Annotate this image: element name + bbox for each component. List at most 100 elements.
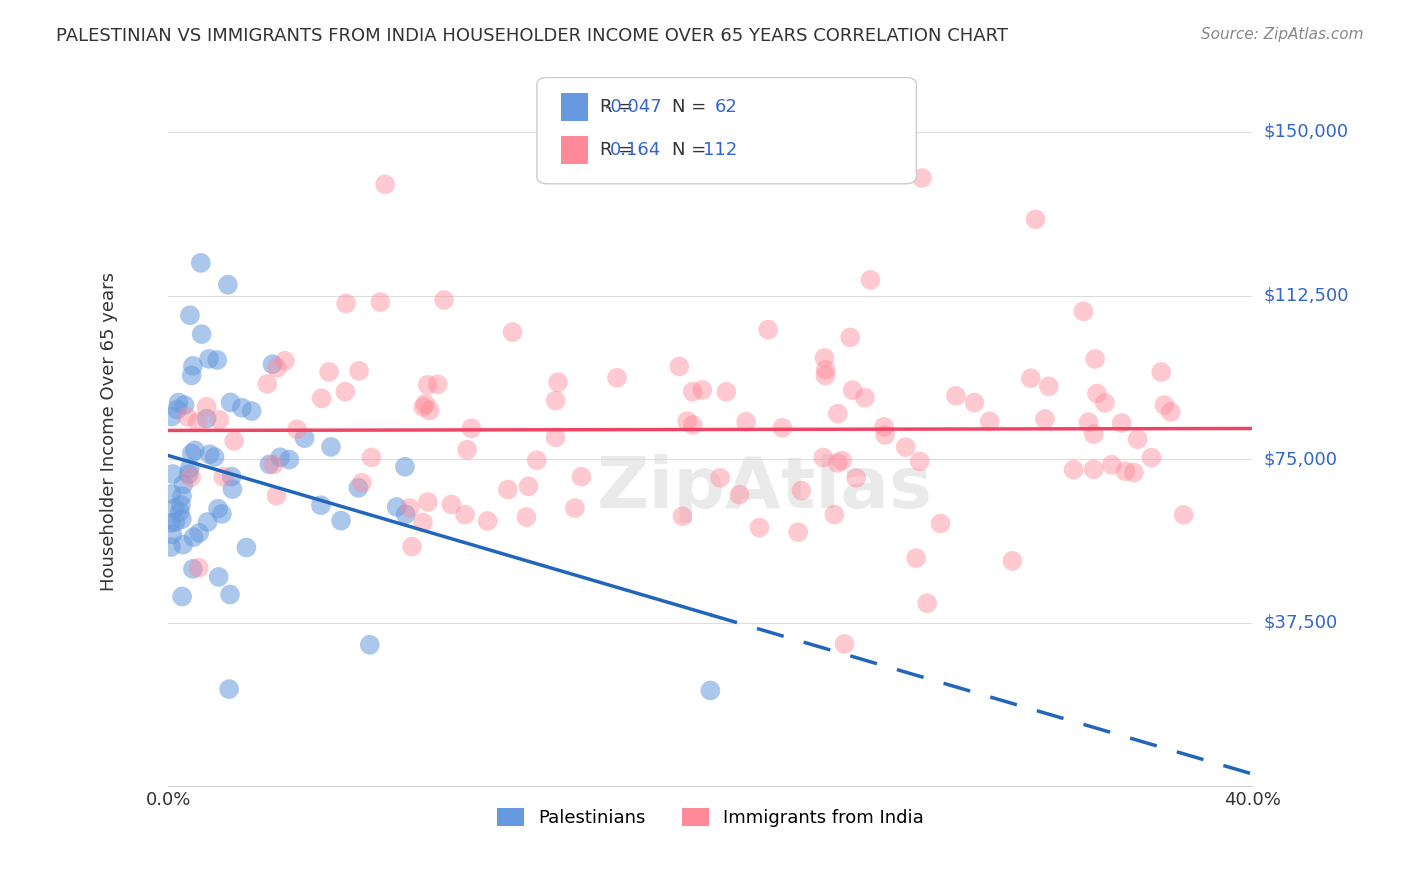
Immigrants from India [419, 403, 441, 417]
Immigrants from India [274, 353, 297, 368]
Immigrants from India [827, 407, 849, 421]
Palestinians [160, 487, 183, 501]
Palestinians [165, 515, 187, 529]
Immigrants from India [1126, 432, 1149, 446]
Palestinians [309, 498, 332, 512]
Palestinians [163, 501, 186, 516]
Immigrants from India [195, 400, 218, 414]
Palestinians [179, 461, 201, 475]
Palestinians [160, 516, 183, 530]
Immigrants from India [187, 560, 209, 574]
Text: $150,000: $150,000 [1263, 123, 1348, 141]
Palestinians [170, 489, 193, 503]
Palestinians [262, 357, 284, 371]
Palestinians [395, 508, 418, 522]
Immigrants from India [564, 501, 586, 516]
Palestinians [180, 446, 202, 460]
Palestinians [217, 277, 239, 292]
Palestinians [347, 481, 370, 495]
Palestinians [197, 515, 219, 529]
Immigrants from India [456, 442, 478, 457]
Immigrants from India [426, 377, 449, 392]
Immigrants from India [515, 510, 537, 524]
Immigrants from India [814, 363, 837, 377]
Immigrants from India [716, 384, 738, 399]
Palestinians [183, 530, 205, 544]
Palestinians [259, 458, 281, 472]
Immigrants from India [845, 471, 868, 485]
Palestinians [170, 498, 193, 512]
Immigrants from India [477, 514, 499, 528]
Immigrants from India [839, 330, 862, 344]
Immigrants from India [814, 368, 837, 383]
Text: 112: 112 [703, 141, 738, 159]
Palestinians [198, 447, 221, 461]
Immigrants from India [1001, 554, 1024, 568]
Immigrants from India [318, 365, 340, 379]
Immigrants from India [180, 470, 202, 484]
Text: PALESTINIAN VS IMMIGRANTS FROM INDIA HOUSEHOLDER INCOME OVER 65 YEARS CORRELATIO: PALESTINIAN VS IMMIGRANTS FROM INDIA HOU… [56, 27, 1008, 45]
Text: $112,500: $112,500 [1263, 286, 1348, 304]
Palestinians [169, 505, 191, 519]
Palestinians [162, 467, 184, 481]
Immigrants from India [841, 383, 863, 397]
Text: N =: N = [672, 141, 707, 159]
Palestinians [205, 353, 228, 368]
Palestinians [211, 507, 233, 521]
Immigrants from India [176, 409, 198, 424]
Immigrants from India [256, 376, 278, 391]
Immigrants from India [692, 383, 714, 397]
Immigrants from India [1085, 386, 1108, 401]
Palestinians [167, 395, 190, 409]
Immigrants from India [1150, 365, 1173, 379]
Text: R =: R = [600, 98, 633, 116]
Legend: Palestinians, Immigrants from India: Palestinians, Immigrants from India [489, 800, 931, 834]
Immigrants from India [311, 392, 333, 406]
Immigrants from India [831, 453, 853, 467]
Text: 0.164: 0.164 [610, 141, 662, 159]
Text: R =: R = [600, 141, 633, 159]
Immigrants from India [347, 364, 370, 378]
Immigrants from India [569, 469, 592, 483]
Immigrants from India [963, 395, 986, 409]
Immigrants from India [416, 377, 439, 392]
Immigrants from India [526, 453, 548, 467]
Immigrants from India [454, 508, 477, 522]
Text: $75,000: $75,000 [1263, 450, 1337, 468]
Bar [561, 93, 588, 121]
Palestinians [181, 359, 204, 373]
Palestinians [385, 500, 408, 514]
Text: $37,500: $37,500 [1263, 614, 1337, 632]
Immigrants from India [1114, 464, 1136, 478]
Palestinians [269, 450, 291, 465]
Immigrants from India [263, 458, 285, 472]
Immigrants from India [1084, 351, 1107, 366]
Palestinians [319, 440, 342, 454]
Immigrants from India [1025, 212, 1047, 227]
Immigrants from India [728, 488, 751, 502]
Palestinians [219, 395, 242, 409]
Palestinians [177, 467, 200, 482]
Bar [561, 136, 588, 164]
Immigrants from India [335, 296, 357, 310]
Palestinians [195, 411, 218, 425]
Immigrants from India [813, 450, 835, 465]
Immigrants from India [770, 421, 793, 435]
Immigrants from India [1077, 415, 1099, 429]
Palestinians [330, 514, 353, 528]
Palestinians [221, 482, 243, 496]
Palestinians [278, 452, 301, 467]
Immigrants from India [823, 508, 845, 522]
Immigrants from India [908, 454, 931, 468]
Immigrants from India [496, 483, 519, 497]
Immigrants from India [1083, 462, 1105, 476]
Immigrants from India [905, 551, 928, 566]
Palestinians [699, 683, 721, 698]
Palestinians [160, 540, 183, 554]
Immigrants from India [368, 295, 391, 310]
Immigrants from India [859, 273, 882, 287]
Immigrants from India [709, 471, 731, 485]
Immigrants from India [787, 525, 810, 540]
Text: ZipAtlas: ZipAtlas [596, 454, 932, 524]
Immigrants from India [834, 637, 856, 651]
